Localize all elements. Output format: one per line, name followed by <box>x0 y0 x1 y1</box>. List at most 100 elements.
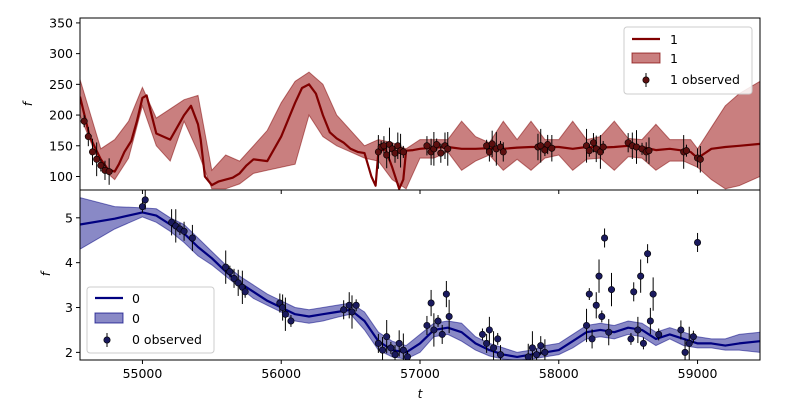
top-legend-marker-swatch <box>642 76 650 84</box>
bottom-observed-point <box>438 330 446 338</box>
top-plot-area <box>80 71 760 190</box>
top-observed-point <box>84 133 92 141</box>
bottom-observed-point <box>496 351 504 359</box>
top-observed-point <box>437 149 445 157</box>
bottom-observed-point <box>430 326 438 334</box>
bottom-observed-point <box>279 304 287 312</box>
bottom-observed-point <box>387 344 395 352</box>
top-ytick-label: 350 <box>49 15 73 30</box>
top-observed-point <box>645 147 653 155</box>
bottom-observed-point <box>630 288 638 296</box>
bottom-legend: 0 0 0 observed <box>86 286 215 354</box>
bottom-legend-band-swatch <box>94 312 124 324</box>
bottom-observed-point <box>646 317 654 325</box>
bottom-ytick-label: 5 <box>65 210 73 225</box>
bottom-observed-point <box>681 348 689 356</box>
bottom-observed-point <box>234 279 242 287</box>
bottom-ylabel: f <box>39 270 53 276</box>
bottom-observed-point <box>528 344 536 352</box>
top-observed-point <box>80 117 88 125</box>
bottom-observed-point <box>348 308 356 316</box>
bottom-observed-point <box>598 312 606 320</box>
top-ylabel: f <box>21 100 35 106</box>
top-observed-point <box>488 140 496 148</box>
top-observed-point <box>589 139 597 147</box>
bottom-axes: 2 3 4 5 55000 56000 57000 58000 59000 <box>65 189 761 381</box>
bottom-observed-point <box>383 333 391 341</box>
bottom-legend-label-band: 0 <box>132 311 140 326</box>
bottom-observed-point <box>395 339 403 347</box>
top-legend-label-observed: 1 observed <box>670 72 740 87</box>
bottom-observed-point <box>524 353 532 360</box>
bottom-observed-point <box>226 268 234 276</box>
bottom-observed-point <box>595 272 603 280</box>
bottom-panel: 2 3 4 5 55000 56000 57000 58000 59000 f t 0 0 0 … <box>39 189 761 400</box>
bottom-legend-label-observed: 0 observed <box>132 332 202 347</box>
bottom-plot-area <box>80 190 760 360</box>
bottom-xtick-label: 59000 <box>678 366 718 381</box>
bottom-observed-point <box>379 346 387 354</box>
bottom-observed-point <box>490 344 498 352</box>
bottom-observed-point <box>399 346 407 354</box>
bottom-observed-point <box>588 335 596 343</box>
bottom-observed-point <box>345 301 353 309</box>
bottom-ytick-label: 3 <box>65 300 73 315</box>
bottom-observed-point <box>485 326 493 334</box>
top-observed-point <box>383 151 391 159</box>
bottom-clipped-group <box>80 190 760 360</box>
bottom-observed-point <box>685 339 693 347</box>
top-ytick-label: 150 <box>49 138 73 153</box>
bottom-xtick-label: 55000 <box>123 366 163 381</box>
bottom-observed-point <box>649 290 657 298</box>
top-panel: 100 150 200 250 300 350 f 1 1 1 observed <box>21 15 761 194</box>
bottom-observed-point <box>601 234 609 242</box>
bottom-observed-point <box>180 227 188 235</box>
bottom-xtick-label: 56000 <box>261 366 301 381</box>
top-observed-point <box>93 155 101 163</box>
bottom-observed-point <box>537 342 545 350</box>
top-ytick-label: 100 <box>49 169 73 184</box>
bottom-observed-point <box>689 333 697 341</box>
bottom-observed-point <box>442 290 450 298</box>
bottom-observed-point <box>281 310 289 318</box>
top-observed-point <box>682 147 690 155</box>
bottom-observed-point <box>627 335 635 343</box>
bottom-observed-point <box>494 335 502 343</box>
bottom-observed-point <box>637 272 645 280</box>
bottom-observed-point <box>483 339 491 347</box>
bottom-xtick-label: 58000 <box>539 366 579 381</box>
bottom-observed-point <box>644 250 652 258</box>
top-legend-band-swatch <box>631 52 661 64</box>
bottom-observed-point <box>404 353 412 360</box>
bottom-ytick-label: 4 <box>65 255 73 270</box>
bottom-observed-point <box>138 203 146 211</box>
top-observed-point <box>548 144 556 152</box>
top-observed-point <box>423 142 431 150</box>
bottom-xtick-label: 57000 <box>400 366 440 381</box>
bottom-observed-point <box>427 299 435 307</box>
top-clipped-group <box>80 71 760 190</box>
top-ytick-label: 300 <box>49 46 73 61</box>
bottom-observed-point <box>585 290 593 298</box>
top-legend-label-line: 1 <box>670 32 678 47</box>
top-observed-point <box>499 148 507 156</box>
bottom-legend-marker-swatch <box>103 336 111 344</box>
bottom-observed-point <box>340 306 348 314</box>
top-observed-point <box>696 155 704 163</box>
top-ytick-label: 250 <box>49 77 73 92</box>
top-legend-label-band: 1 <box>670 51 678 66</box>
bottom-observed-point <box>423 321 431 329</box>
top-observed-point <box>485 148 493 156</box>
bottom-observed-point <box>655 330 663 338</box>
top-observed-point <box>444 145 452 153</box>
top-legend-box <box>623 26 753 95</box>
bottom-observed-point <box>374 339 382 347</box>
top-observed-point <box>97 161 105 169</box>
bottom-observed-point <box>533 351 541 359</box>
bottom-observed-point <box>434 317 442 325</box>
bottom-observed-point <box>583 321 591 329</box>
top-ytick-label: 200 <box>49 108 73 123</box>
bottom-observed-point <box>241 288 249 296</box>
top-observed-point <box>537 142 545 150</box>
bottom-observed-point <box>608 286 616 294</box>
